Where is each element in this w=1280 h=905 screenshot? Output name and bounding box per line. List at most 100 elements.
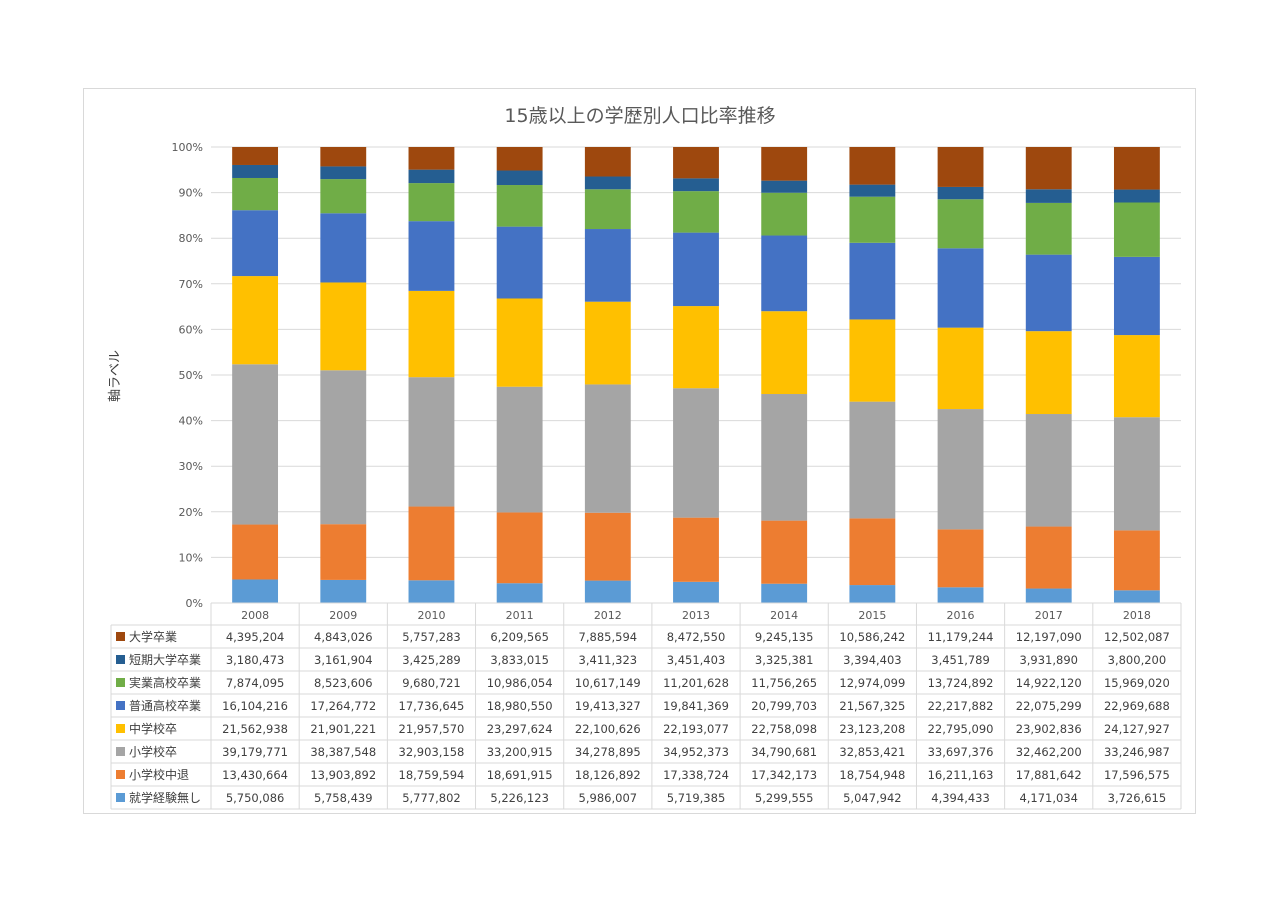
bar-segment — [496, 170, 543, 186]
bar-segment — [496, 298, 543, 387]
bar-segment — [673, 581, 719, 603]
legend-label: 小学校中退 — [129, 767, 189, 782]
bar-segment — [849, 585, 896, 603]
bar-segment — [584, 189, 631, 230]
table-cell: 5,758,439 — [314, 791, 373, 805]
bar-segment — [408, 506, 455, 581]
table-cell: 3,180,473 — [226, 653, 285, 667]
bar-segment — [761, 192, 808, 236]
table-cell: 5,719,385 — [667, 791, 726, 805]
x-category-label: 2009 — [329, 609, 357, 622]
bar-segment — [673, 191, 719, 233]
chart-frame: 15歳以上の学歴別人口比率推移 軸ラベル 0% 10% 20% 30% 40% 50% 60… — [83, 88, 1196, 814]
bar-segment — [761, 583, 808, 603]
y-tick-label: 80% — [179, 232, 203, 245]
bar-segment — [849, 518, 896, 586]
bar-segment — [584, 176, 631, 190]
bar-segment — [232, 276, 279, 365]
legend-label: 短期大学卒業 — [129, 652, 201, 667]
table-cell: 6,209,565 — [490, 630, 549, 644]
bar-segment — [1113, 189, 1160, 203]
bar-segment — [1025, 414, 1072, 527]
bar-segment — [937, 529, 984, 588]
bar-segment — [320, 147, 367, 167]
table-cell: 16,104,216 — [222, 699, 288, 713]
table-cell: 22,075,299 — [1016, 699, 1082, 713]
table-cell: 39,179,771 — [222, 745, 288, 759]
table-cell: 12,197,090 — [1016, 630, 1082, 644]
bar-segment — [232, 147, 279, 165]
bar-segment — [1025, 526, 1072, 589]
table-cell: 5,226,123 — [490, 791, 549, 805]
table-cell: 18,759,594 — [399, 768, 465, 782]
bar-segment — [937, 147, 984, 187]
bar-segment — [1025, 331, 1072, 415]
bar-segment — [496, 185, 543, 227]
bar-segment — [496, 226, 543, 299]
legend-key — [116, 793, 125, 802]
x-category-label: 2018 — [1123, 609, 1151, 622]
table-cell: 14,922,120 — [1016, 676, 1082, 690]
bar-segment — [1113, 417, 1160, 531]
table-cell: 12,502,087 — [1104, 630, 1170, 644]
table-cell: 34,952,373 — [663, 745, 729, 759]
bar-segment — [1113, 530, 1160, 591]
bar-segment — [584, 580, 631, 603]
bar-segment — [1025, 147, 1072, 190]
table-cell: 13,903,892 — [310, 768, 376, 782]
bar-segment — [320, 579, 367, 603]
bar-segment — [849, 242, 896, 320]
bar-segment — [1113, 256, 1160, 336]
bar-segment — [408, 290, 455, 378]
legend-label: 就学経験無し — [129, 790, 201, 805]
stacked-percent-bar-chart: 15歳以上の学歴別人口比率推移 軸ラベル 0% 10% 20% 30% 40% 50% 60… — [108, 105, 1182, 810]
table-cell: 8,472,550 — [667, 630, 726, 644]
bar-segment — [496, 386, 543, 513]
y-tick-label: 70% — [179, 278, 203, 291]
y-tick-label: 90% — [179, 187, 203, 200]
bar-segment — [584, 301, 631, 385]
bar-segment — [232, 364, 279, 525]
legend-label: 実業高校卒業 — [129, 675, 201, 690]
bar-segment — [320, 370, 367, 525]
bar-segment — [408, 580, 455, 603]
table-cell: 22,100,626 — [575, 722, 641, 736]
table-cell: 3,800,200 — [1108, 653, 1167, 667]
bars — [232, 147, 1160, 603]
table-cell: 16,211,163 — [928, 768, 994, 782]
table-cell: 11,756,265 — [751, 676, 817, 690]
table-cell: 21,901,221 — [310, 722, 376, 736]
table-cell: 17,264,772 — [310, 699, 376, 713]
legend-label: 中学校卒 — [129, 721, 177, 736]
table-cell: 4,843,026 — [314, 630, 373, 644]
bar-segment — [1025, 588, 1072, 603]
bar-segment — [496, 512, 543, 584]
bar-segment — [849, 147, 896, 185]
bar-segment — [1113, 202, 1160, 257]
legend-key — [116, 724, 125, 733]
table-cell: 9,680,721 — [402, 676, 461, 690]
bar-segment — [408, 183, 455, 222]
y-tick-label: 30% — [179, 460, 203, 473]
bar-segment — [937, 186, 984, 200]
table-cell: 12,974,099 — [839, 676, 905, 690]
bar-segment — [1025, 202, 1072, 255]
table-cell: 34,278,895 — [575, 745, 641, 759]
bar-segment — [761, 311, 808, 395]
table-cell: 33,200,915 — [487, 745, 553, 759]
bar-segment — [1113, 335, 1160, 418]
table-cell: 21,957,570 — [399, 722, 465, 736]
bar-segment — [673, 388, 719, 518]
table-cell: 17,338,724 — [663, 768, 729, 782]
table-cell: 7,885,594 — [579, 630, 638, 644]
bar-segment — [761, 147, 808, 181]
table-cell: 32,903,158 — [399, 745, 465, 759]
table-cell: 19,841,369 — [663, 699, 729, 713]
legend-key — [116, 655, 125, 664]
table-cell: 21,567,325 — [839, 699, 905, 713]
table-cell: 3,451,789 — [931, 653, 990, 667]
y-tick-label: 0% — [186, 597, 203, 610]
y-axis-ticks: 0% 10% 20% 30% 40% 50% 60% 70% 80% 90% 100% — [172, 141, 203, 610]
bar-segment — [1025, 189, 1072, 203]
table-cell: 4,395,204 — [226, 630, 285, 644]
